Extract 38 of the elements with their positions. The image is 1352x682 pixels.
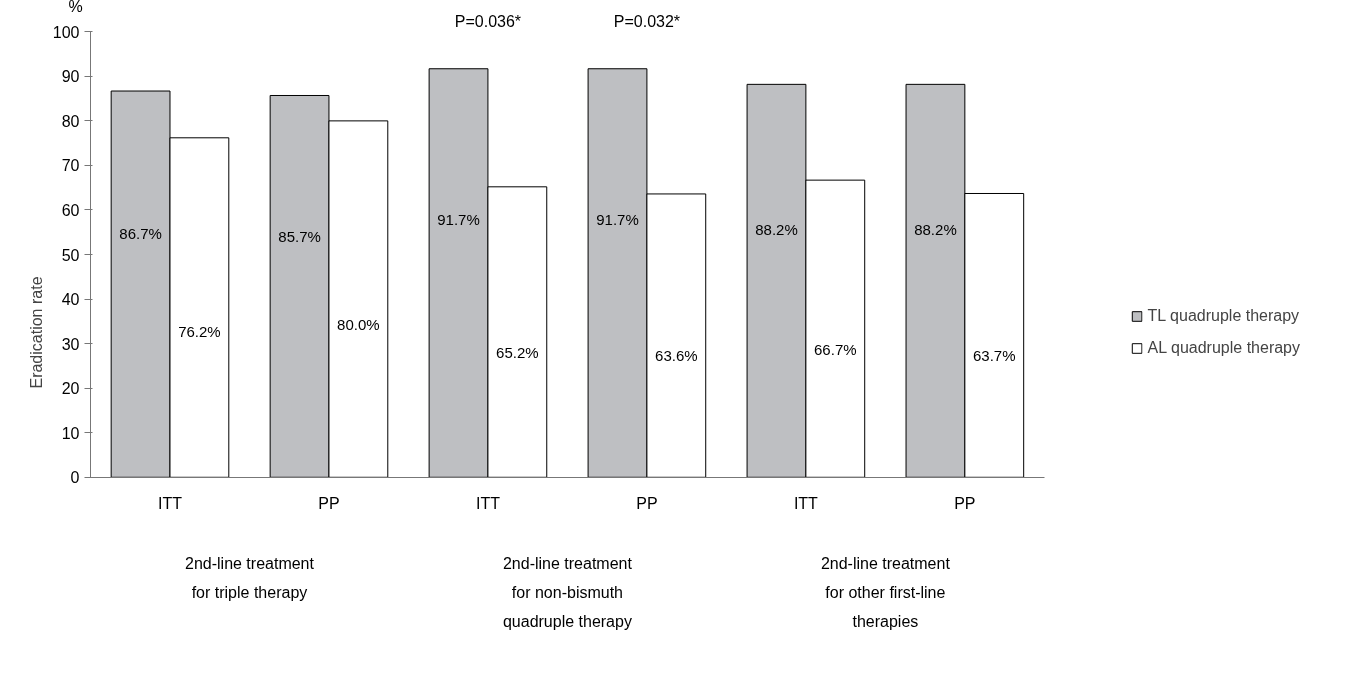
text: 2nd-line treatment for other first-line therapies (820, 555, 951, 631)
y-tick-label: 80 (61, 112, 80, 130)
x-tick-label: PP (954, 495, 976, 513)
y-tick-label: 30 (61, 335, 80, 353)
text: 2nd-line treatment for triple therapy (184, 555, 315, 602)
legend-label: TL quadruple therapy (1147, 307, 1300, 325)
data-label: 63.6% (655, 346, 698, 364)
y-tick-label: 40 (61, 291, 80, 309)
y-tick-label: 70 (61, 157, 80, 175)
data-label: 80.0% (337, 315, 380, 333)
legend-label: AL quadruple therapy (1147, 339, 1300, 357)
text: % (68, 0, 83, 15)
x-tick-label: ITT (793, 495, 819, 513)
y-tick-label: 0 (70, 469, 80, 487)
data-label: 76.2% (178, 322, 221, 340)
y-tick-label: 100 (52, 23, 80, 41)
data-label: 88.2% (755, 221, 798, 239)
data-label: 88.2% (914, 221, 957, 239)
y-tick-label: 50 (61, 246, 80, 264)
data-label: 86.7% (119, 225, 162, 243)
data-label: 91.7% (596, 211, 639, 229)
y-tick-label: 60 (61, 201, 80, 219)
y-tick-label: 90 (61, 68, 80, 86)
data-label: 63.7% (973, 346, 1016, 364)
x-tick-label: ITT (475, 495, 501, 513)
text: 2nd-line treatment for non-bismuth quadruple therapy (502, 555, 633, 631)
x-tick-label: ITT (157, 495, 183, 513)
data-label: 85.7% (278, 228, 321, 246)
text: P=0.032* (613, 12, 681, 30)
data-label: 91.7% (437, 211, 480, 229)
y-tick-label: 20 (61, 380, 80, 398)
text: P=0.036* (454, 12, 522, 30)
data-label: 66.7% (814, 341, 857, 359)
y-axis-title: Eradication rate (27, 276, 45, 389)
x-tick-label: PP (636, 495, 658, 513)
data-label: 65.2% (496, 343, 539, 361)
x-tick-label: PP (318, 495, 340, 513)
y-tick-label: 10 (61, 424, 80, 442)
